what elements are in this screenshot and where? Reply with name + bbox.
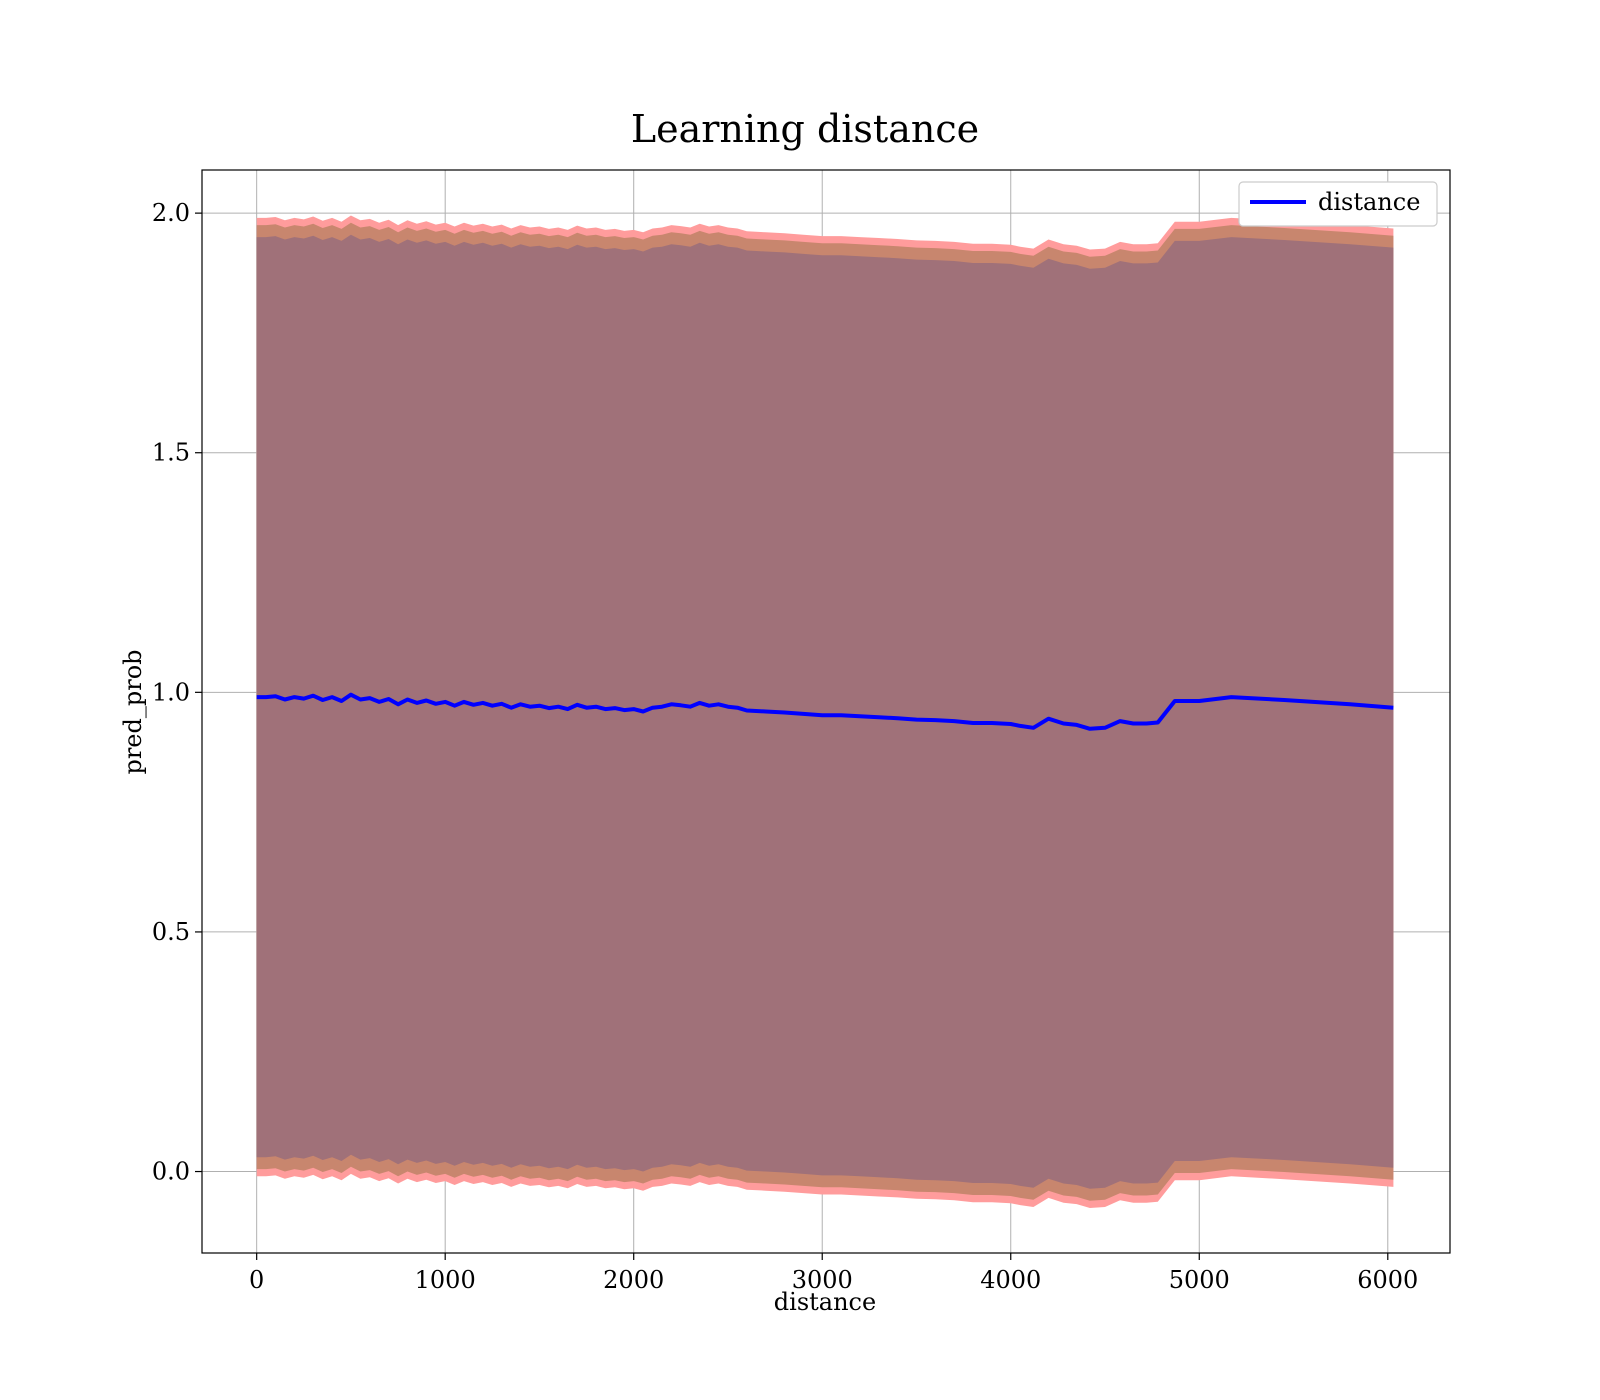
legend-label-distance: distance [1318,188,1420,216]
series-lines [256,692,1394,731]
plot-frame [201,169,1451,1254]
x-tick-label: 1000 [415,1266,476,1294]
x-tick-label: 5000 [1169,1266,1230,1294]
y-tick-label: 0.5 [152,918,190,946]
y-axis-ticks: 0.0 0.5 1.0 1.5 2.0 [152,199,202,1186]
x-tick-label: 0 [249,1266,264,1294]
x-tick-label: 2000 [603,1266,664,1294]
x-tick-label: 3000 [792,1266,853,1294]
y-tick-label: 2.0 [152,199,190,227]
chart-title: Learning distance [631,107,979,151]
y-tick-label: 1.0 [152,678,190,706]
legend[interactable]: distance [1238,181,1438,227]
band-inner [256,234,1394,1189]
series-line-distance [256,692,1394,731]
x-tick-label: 4000 [980,1266,1041,1294]
y-tick-label: 0.0 [152,1158,190,1186]
confidence-bands [256,215,1394,1208]
legend-box [1238,181,1438,227]
x-axis-label: distance [774,1288,876,1316]
x-axis-ticks: 0 1000 2000 3000 4000 5000 6000 [249,1253,1418,1294]
x-tick-label: 6000 [1357,1266,1418,1294]
y-axis-label: pred_prob [119,649,147,774]
y-tick-label: 1.5 [152,439,190,467]
